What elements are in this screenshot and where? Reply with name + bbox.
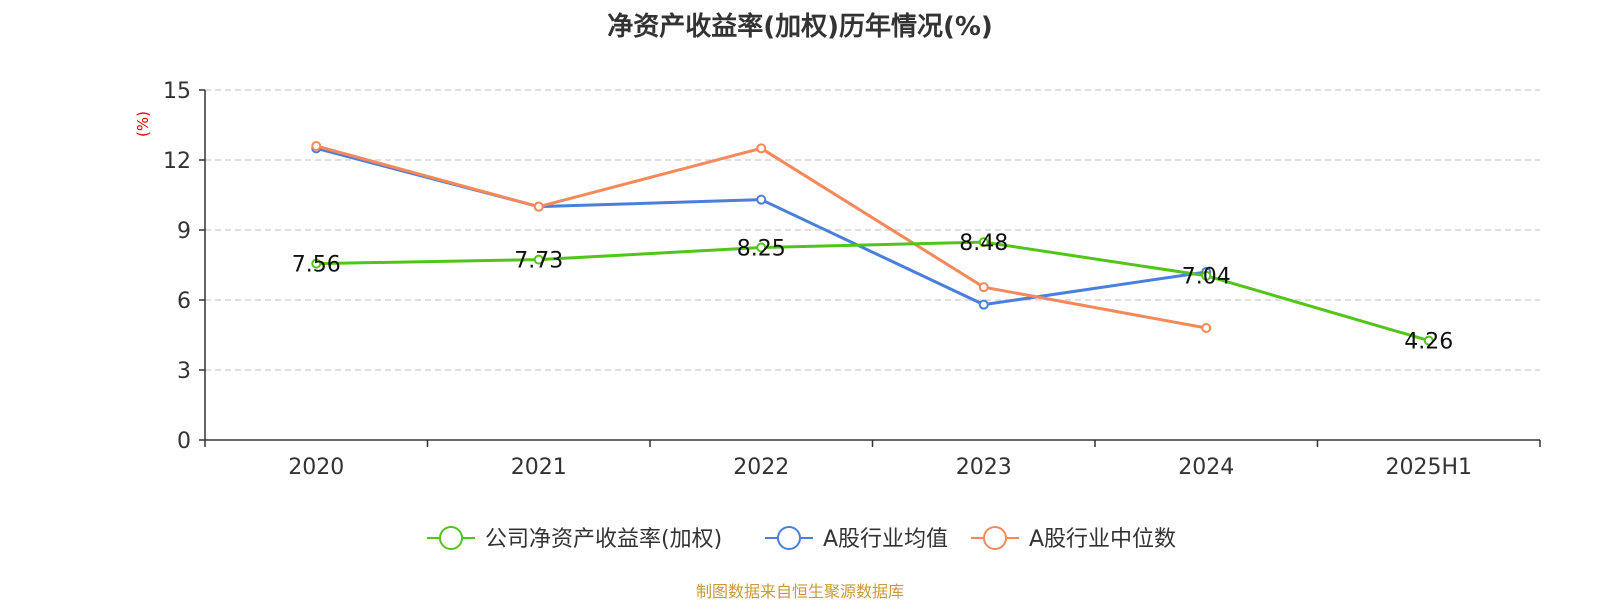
series-line-1	[315, 146, 1207, 307]
y-tick-label: 12	[163, 149, 191, 174]
y-tick-label: 6	[177, 289, 191, 314]
data-point[interactable]	[756, 194, 767, 205]
data-point[interactable]	[978, 299, 989, 310]
x-tick-label: 2023	[956, 455, 1012, 480]
legend-marker	[983, 526, 1007, 550]
legend-label: 公司净资产收益率(加权)	[485, 527, 722, 552]
data-point[interactable]	[978, 282, 989, 293]
data-label: 4.26	[1404, 330, 1453, 355]
data-point[interactable]	[978, 237, 989, 248]
x-tick-label: 2025H1	[1385, 455, 1472, 480]
chart-title: 净资产收益率(加权)历年情况(%)	[607, 12, 993, 42]
x-tick-label: 2021	[511, 455, 567, 480]
grid-lines	[205, 89, 1540, 371]
legend-marker	[439, 526, 463, 550]
data-point[interactable]	[756, 143, 767, 154]
legend-item-0[interactable]: 公司净资产收益率(加权)	[427, 526, 722, 552]
legend-label: A股行业均值	[823, 527, 948, 552]
data-point[interactable]	[756, 242, 767, 253]
y-tick-label: 15	[163, 79, 191, 104]
data-label: 7.73	[514, 249, 563, 274]
legend-label: A股行业中位数	[1029, 527, 1176, 552]
data-label: 8.48	[959, 231, 1008, 256]
data-point[interactable]	[311, 141, 322, 151]
data-labels: 7.56 7.73 8.25 8.48 7.04 4.26	[292, 231, 1453, 354]
data-point[interactable]	[1201, 323, 1212, 333]
axes: 0 3 6 9 12 15 2020 2021 2022 2023 2024 2025H1 (%)	[134, 79, 1541, 480]
x-tick-label: 2020	[288, 455, 344, 480]
data-label: 7.04	[1182, 265, 1231, 290]
data-point[interactable]	[533, 201, 544, 212]
source-note: 制图数据来自恒生聚源数据库	[695, 582, 904, 600]
y-tick-label: 0	[177, 429, 191, 454]
legend-marker	[777, 526, 801, 550]
legend-item-1[interactable]: A股行业均值	[765, 526, 948, 552]
data-point[interactable]	[311, 258, 322, 269]
legend[interactable]: 公司净资产收益率(加权) A股行业均值 A股行业中位数	[427, 526, 1176, 552]
series-line-0	[316, 240, 1430, 343]
y-axis-label: (%)	[134, 111, 152, 137]
data-label: 8.25	[737, 237, 786, 262]
data-point[interactable]	[1201, 270, 1212, 281]
data-point[interactable]	[1423, 335, 1434, 346]
series-lines	[311, 141, 1434, 346]
data-label: 7.56	[292, 253, 341, 278]
x-tick-label: 2024	[1178, 455, 1234, 480]
y-tick-label: 3	[177, 359, 191, 384]
legend-item-2[interactable]: A股行业中位数	[971, 526, 1176, 552]
data-point[interactable]	[533, 254, 544, 265]
y-tick-label: 9	[177, 219, 191, 244]
x-tick-label: 2022	[733, 455, 789, 480]
